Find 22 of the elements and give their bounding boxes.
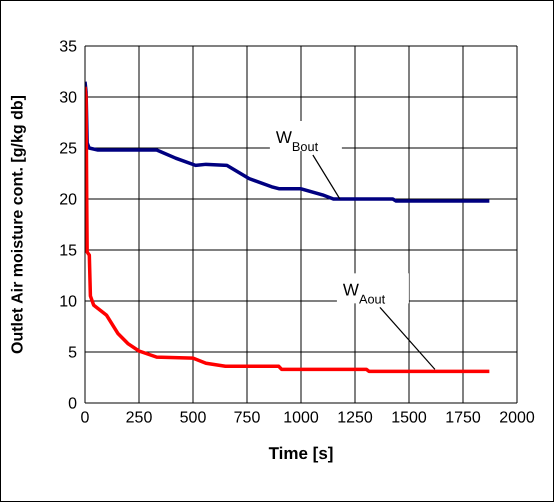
y-tick-label: 15 [59,242,78,260]
x-tick-label: 750 [234,409,260,426]
line-series [85,85,492,374]
y-tick-label: 25 [59,140,78,158]
y-tick-label: 10 [59,294,78,311]
annotation: W$_{Aout}$ [342,280,386,306]
x-tick-label: 250 [126,409,152,426]
x-tick-label: 1750 [445,409,481,426]
x-tick-label: 1500 [391,409,427,426]
y-axis-title: Outlet Air moisture cont. [g/kg db] [10,95,27,354]
x-tick-label: 1000 [283,409,319,426]
annotation: W$_{Bout}$ [276,128,319,154]
x-tick-label: 1250 [337,409,373,426]
x-tick-label: 500 [180,409,206,426]
x-tick-label: 2000 [499,409,535,426]
x-tick-label: 0 [80,409,90,426]
y-tick-label: 5 [68,344,78,362]
y-tick-label: 20 [59,192,78,209]
y-tick-label: 0 [68,396,78,413]
y-tick-label: 30 [59,90,78,107]
y-tick-label: 35 [59,38,78,56]
x-axis-title: Time [s] [268,444,334,463]
